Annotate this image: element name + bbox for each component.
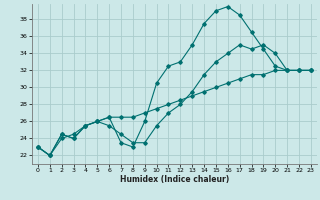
- X-axis label: Humidex (Indice chaleur): Humidex (Indice chaleur): [120, 175, 229, 184]
